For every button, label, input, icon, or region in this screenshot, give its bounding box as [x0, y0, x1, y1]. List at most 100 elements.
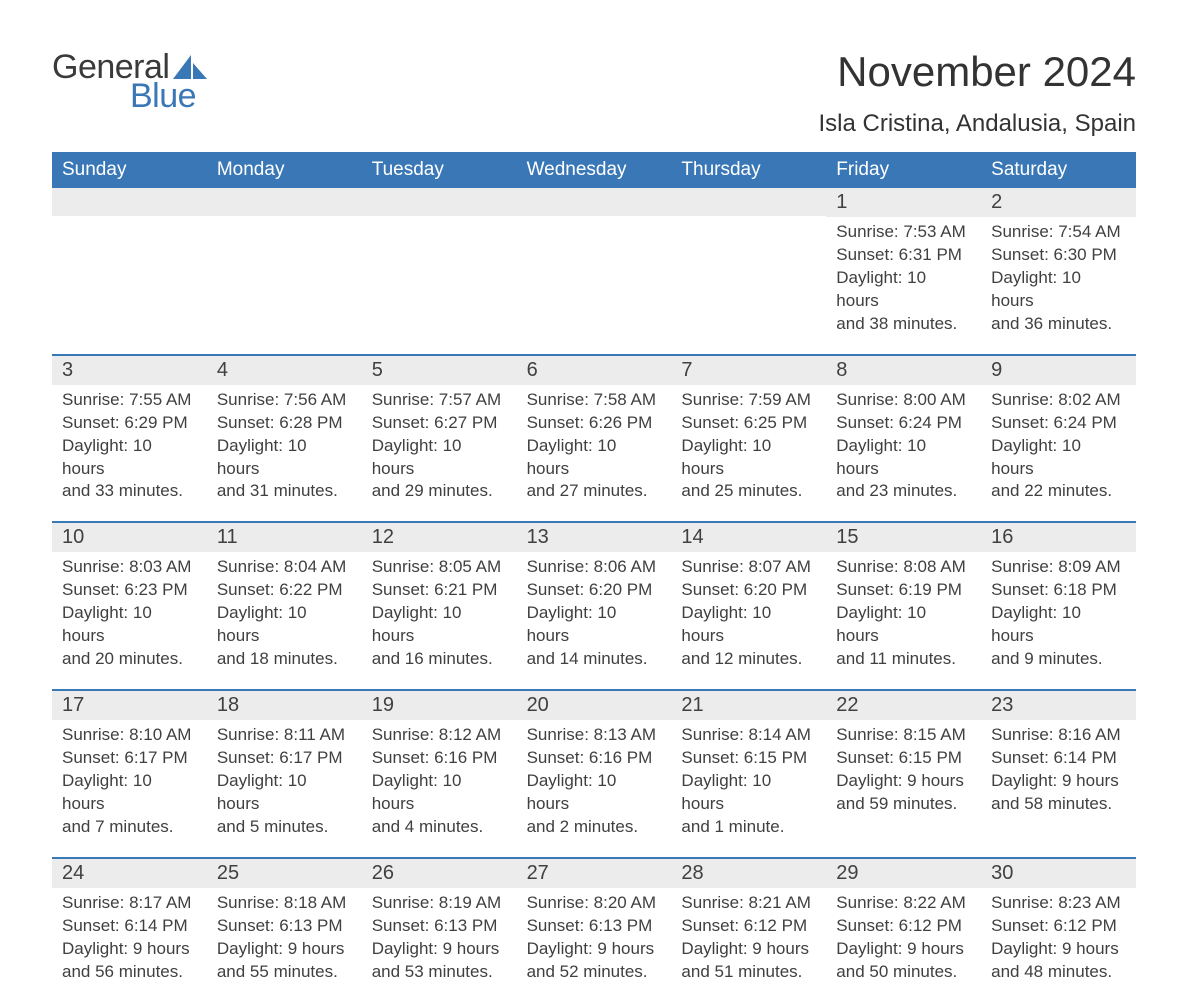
day-header: Saturday — [981, 152, 1136, 188]
cell-line: Sunset: 6:23 PM — [62, 579, 197, 602]
cell-line: Daylight: 9 hours — [62, 938, 197, 961]
cell-line: Sunrise: 8:03 AM — [62, 556, 197, 579]
calendar-cell: 24Sunrise: 8:17 AMSunset: 6:14 PMDayligh… — [52, 859, 207, 1002]
day-number: 29 — [826, 859, 981, 888]
calendar-cell: 29Sunrise: 8:22 AMSunset: 6:12 PMDayligh… — [826, 859, 981, 1002]
cell-line: and 58 minutes. — [991, 793, 1126, 816]
cell-line: Daylight: 9 hours — [372, 938, 507, 961]
cell-line: Daylight: 9 hours — [836, 938, 971, 961]
cell-line: Sunset: 6:18 PM — [991, 579, 1126, 602]
cell-line: Daylight: 10 hours — [372, 602, 507, 648]
cell-line: Sunset: 6:27 PM — [372, 412, 507, 435]
cell-line: Sunset: 6:12 PM — [991, 915, 1126, 938]
day-number: 13 — [517, 523, 672, 552]
cell-line: and 9 minutes. — [991, 648, 1126, 671]
calendar-cell: 22Sunrise: 8:15 AMSunset: 6:15 PMDayligh… — [826, 691, 981, 857]
cell-line: Sunset: 6:13 PM — [372, 915, 507, 938]
calendar-cell — [362, 188, 517, 354]
cell-line: Sunset: 6:24 PM — [836, 412, 971, 435]
calendar-cell — [52, 188, 207, 354]
calendar-cell: 28Sunrise: 8:21 AMSunset: 6:12 PMDayligh… — [671, 859, 826, 1002]
calendar-cell: 15Sunrise: 8:08 AMSunset: 6:19 PMDayligh… — [826, 523, 981, 689]
cell-line: Sunrise: 7:57 AM — [372, 389, 507, 412]
cell-line: Sunset: 6:17 PM — [217, 747, 352, 770]
calendar-cell: 6Sunrise: 7:58 AMSunset: 6:26 PMDaylight… — [517, 356, 672, 522]
calendar-cell: 14Sunrise: 8:07 AMSunset: 6:20 PMDayligh… — [671, 523, 826, 689]
cell-line: Sunrise: 8:21 AM — [681, 892, 816, 915]
cell-line: Sunset: 6:20 PM — [681, 579, 816, 602]
cell-line: and 18 minutes. — [217, 648, 352, 671]
cell-line: and 20 minutes. — [62, 648, 197, 671]
cell-line: Daylight: 10 hours — [836, 602, 971, 648]
cell-line: Sunset: 6:30 PM — [991, 244, 1126, 267]
cell-line: Sunrise: 8:10 AM — [62, 724, 197, 747]
cell-line: and 7 minutes. — [62, 816, 197, 839]
calendar-cell: 12Sunrise: 8:05 AMSunset: 6:21 PMDayligh… — [362, 523, 517, 689]
cell-line: Sunset: 6:28 PM — [217, 412, 352, 435]
cell-line: Daylight: 10 hours — [217, 602, 352, 648]
cell-line: and 22 minutes. — [991, 480, 1126, 503]
calendar-week-row: 10Sunrise: 8:03 AMSunset: 6:23 PMDayligh… — [52, 521, 1136, 689]
day-number: 22 — [826, 691, 981, 720]
cell-line: Sunset: 6:13 PM — [217, 915, 352, 938]
day-number: 3 — [52, 356, 207, 385]
cell-line: Sunrise: 8:14 AM — [681, 724, 816, 747]
cell-line: Sunrise: 7:58 AM — [527, 389, 662, 412]
cell-line: Daylight: 10 hours — [217, 435, 352, 481]
day-number: 4 — [207, 356, 362, 385]
cell-line: Sunset: 6:22 PM — [217, 579, 352, 602]
calendar-cell: 30Sunrise: 8:23 AMSunset: 6:12 PMDayligh… — [981, 859, 1136, 1002]
cell-line: and 29 minutes. — [372, 480, 507, 503]
cell-line: and 52 minutes. — [527, 961, 662, 984]
month-title: November 2024 — [818, 48, 1136, 96]
day-number — [207, 188, 362, 216]
cell-line: Sunrise: 8:17 AM — [62, 892, 197, 915]
cell-line: Daylight: 10 hours — [527, 770, 662, 816]
cell-line: Sunrise: 8:09 AM — [991, 556, 1126, 579]
logo-text-blue: Blue — [130, 77, 207, 116]
calendar-week-row: 3Sunrise: 7:55 AMSunset: 6:29 PMDaylight… — [52, 354, 1136, 522]
logo: General Blue — [52, 48, 207, 116]
cell-line: and 56 minutes. — [62, 961, 197, 984]
cell-line: Sunset: 6:29 PM — [62, 412, 197, 435]
calendar-cell: 17Sunrise: 8:10 AMSunset: 6:17 PMDayligh… — [52, 691, 207, 857]
cell-line: and 23 minutes. — [836, 480, 971, 503]
cell-line: Daylight: 9 hours — [836, 770, 971, 793]
cell-line: and 55 minutes. — [217, 961, 352, 984]
cell-line: Sunset: 6:12 PM — [836, 915, 971, 938]
cell-line: Sunset: 6:15 PM — [836, 747, 971, 770]
day-number — [52, 188, 207, 216]
cell-line: Sunrise: 8:13 AM — [527, 724, 662, 747]
cell-line: and 53 minutes. — [372, 961, 507, 984]
calendar-cell — [207, 188, 362, 354]
cell-line: and 1 minute. — [681, 816, 816, 839]
cell-line: Sunrise: 8:08 AM — [836, 556, 971, 579]
cell-line: Daylight: 10 hours — [991, 602, 1126, 648]
cell-line: Daylight: 10 hours — [217, 770, 352, 816]
day-header: Monday — [207, 152, 362, 188]
cell-line: Sunset: 6:14 PM — [62, 915, 197, 938]
calendar-cell: 20Sunrise: 8:13 AMSunset: 6:16 PMDayligh… — [517, 691, 672, 857]
day-header: Friday — [826, 152, 981, 188]
cell-line: and 59 minutes. — [836, 793, 971, 816]
cell-line: and 33 minutes. — [62, 480, 197, 503]
calendar-cell: 2Sunrise: 7:54 AMSunset: 6:30 PMDaylight… — [981, 188, 1136, 354]
cell-line: Daylight: 10 hours — [372, 770, 507, 816]
calendar-cell: 8Sunrise: 8:00 AMSunset: 6:24 PMDaylight… — [826, 356, 981, 522]
cell-line: and 25 minutes. — [681, 480, 816, 503]
cell-line: Daylight: 9 hours — [527, 938, 662, 961]
cell-line: Daylight: 10 hours — [681, 602, 816, 648]
cell-line: Sunrise: 8:16 AM — [991, 724, 1126, 747]
day-number: 8 — [826, 356, 981, 385]
cell-line: Sunset: 6:19 PM — [836, 579, 971, 602]
cell-line: Sunset: 6:16 PM — [372, 747, 507, 770]
calendar: SundayMondayTuesdayWednesdayThursdayFrid… — [52, 152, 1136, 1002]
cell-line: Sunrise: 7:56 AM — [217, 389, 352, 412]
cell-line: Daylight: 10 hours — [681, 770, 816, 816]
cell-line: Sunset: 6:26 PM — [527, 412, 662, 435]
calendar-cell: 1Sunrise: 7:53 AMSunset: 6:31 PMDaylight… — [826, 188, 981, 354]
day-number — [362, 188, 517, 216]
cell-line: Sunrise: 8:07 AM — [681, 556, 816, 579]
cell-line: Sunrise: 8:19 AM — [372, 892, 507, 915]
cell-line: Daylight: 10 hours — [62, 602, 197, 648]
